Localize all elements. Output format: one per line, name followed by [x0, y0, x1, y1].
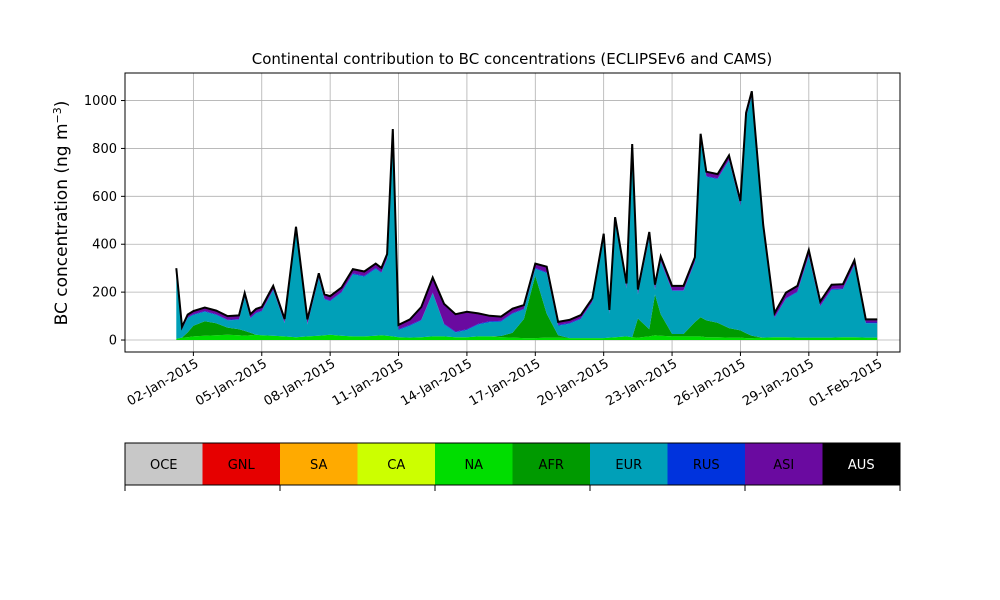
y-axis-label: BC concentration (ng m−3): [51, 101, 73, 326]
legend-label-ca: CA: [387, 458, 405, 473]
legend-swatch-aus: [822, 443, 900, 485]
stacked-areas: [175, 90, 878, 340]
legend-label-gnl: GNL: [228, 458, 256, 473]
x-tick-label: 05-Jan-2015: [193, 356, 270, 409]
legend-label-asi: ASI: [773, 458, 794, 473]
legend-swatch-ca: [357, 443, 435, 485]
total-outline: [175, 90, 878, 331]
y-axis-label-exponent: −3: [51, 107, 64, 123]
x-tick-label: 14-Jan-2015: [398, 356, 475, 409]
x-tick-label: 11-Jan-2015: [330, 356, 407, 409]
legend-label-sa: SA: [310, 458, 327, 473]
legend-label-rus: RUS: [693, 458, 720, 473]
y-axis: 0 200 400 600 800 1000: [84, 94, 125, 349]
x-tick-label: 08-Jan-2015: [262, 356, 339, 409]
legend-frame: [124, 442, 901, 486]
y-tick-label: 0: [109, 334, 117, 349]
color-legend: OCE GNL SA CA NA AFR EUR RUS ASI AUS: [124, 442, 901, 491]
legend-label-na: NA: [464, 458, 483, 473]
legend-label-afr: AFR: [539, 458, 564, 473]
series-eur-area: [176, 96, 878, 339]
legend-swatch-asi: [745, 443, 823, 485]
legend-label-eur: EUR: [615, 458, 642, 473]
legend-swatch-sa: [280, 443, 358, 485]
y-tick-label: 800: [92, 142, 117, 157]
legend-swatch-eur: [590, 443, 668, 485]
legend-label-oce: OCE: [150, 458, 178, 473]
x-tick-label: 29-Jan-2015: [740, 356, 817, 409]
x-tick-label: 17-Jan-2015: [467, 356, 544, 409]
x-tick-label: 02-Jan-2015: [125, 356, 202, 409]
x-axis: 02-Jan-201505-Jan-201508-Jan-201511-Jan-…: [125, 352, 885, 410]
legend-swatch-afr: [512, 443, 590, 485]
legend-swatch-gnl: [202, 443, 280, 485]
y-axis-label-tail: ): [52, 101, 72, 108]
x-tick-label: 26-Jan-2015: [672, 356, 749, 409]
chart-title: Continental contribution to BC concentra…: [252, 50, 773, 68]
series-na-area: [176, 334, 878, 340]
y-tick-label: 600: [92, 190, 117, 205]
x-tick-label: 01-Feb-2015: [807, 356, 886, 410]
y-tick-label: 400: [92, 238, 117, 253]
y-tick-label: 200: [92, 286, 117, 301]
series-afr-area: [176, 275, 878, 339]
legend-label-aus: AUS: [848, 458, 875, 473]
y-tick-label: 1000: [84, 94, 117, 109]
x-tick-label: 23-Jan-2015: [603, 356, 680, 409]
legend-swatch-oce: [125, 443, 203, 485]
y-axis-label-main: BC concentration (ng m: [52, 123, 72, 325]
plot-frame: [124, 72, 901, 353]
legend-swatch-rus: [667, 443, 745, 485]
x-tick-label: 20-Jan-2015: [535, 356, 612, 409]
legend-swatch-na: [435, 443, 513, 485]
